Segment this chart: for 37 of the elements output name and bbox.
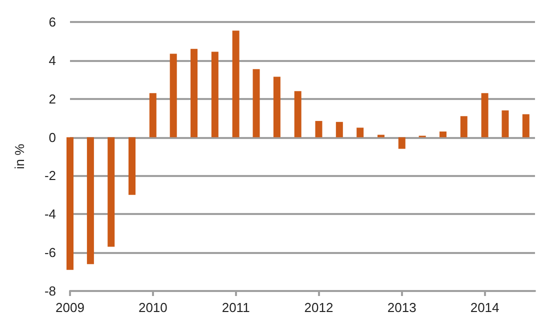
bar xyxy=(190,48,198,138)
bar xyxy=(522,114,530,138)
y-axis-title: in % xyxy=(12,143,27,170)
bar xyxy=(211,52,218,138)
y-tick-label: 0 xyxy=(48,130,56,145)
bar xyxy=(398,137,406,149)
bar xyxy=(502,110,509,138)
y-tick-label: 4 xyxy=(48,52,56,68)
bar xyxy=(232,30,240,138)
bar xyxy=(170,54,177,138)
bar xyxy=(128,137,136,195)
y-tick-label: -8 xyxy=(44,284,56,298)
x-tick-label: 2009 xyxy=(56,300,84,315)
x-tick-label: 2012 xyxy=(304,300,334,315)
x-tick-label: 2011 xyxy=(222,300,250,315)
bar xyxy=(108,137,115,247)
bar xyxy=(273,76,280,138)
y-tick-label: -4 xyxy=(44,206,56,222)
bar xyxy=(252,69,260,138)
bar xyxy=(460,116,468,138)
bar xyxy=(149,93,156,138)
x-tick-label: 2010 xyxy=(138,300,168,315)
bar xyxy=(86,137,94,264)
bar xyxy=(294,91,302,138)
y-tick-label: 2 xyxy=(48,91,56,106)
y-tick-label: 6 xyxy=(48,14,56,30)
bar xyxy=(315,120,322,138)
bar xyxy=(440,132,446,138)
bar xyxy=(481,93,488,138)
y-tick-label: -6 xyxy=(44,245,56,260)
bar xyxy=(356,128,364,138)
y-tick-label: -2 xyxy=(44,168,56,184)
bar xyxy=(377,134,384,138)
x-tick-label: 2014 xyxy=(470,300,500,315)
bar xyxy=(66,137,74,270)
x-tick-label: 2013 xyxy=(387,300,416,315)
bar xyxy=(336,122,343,138)
